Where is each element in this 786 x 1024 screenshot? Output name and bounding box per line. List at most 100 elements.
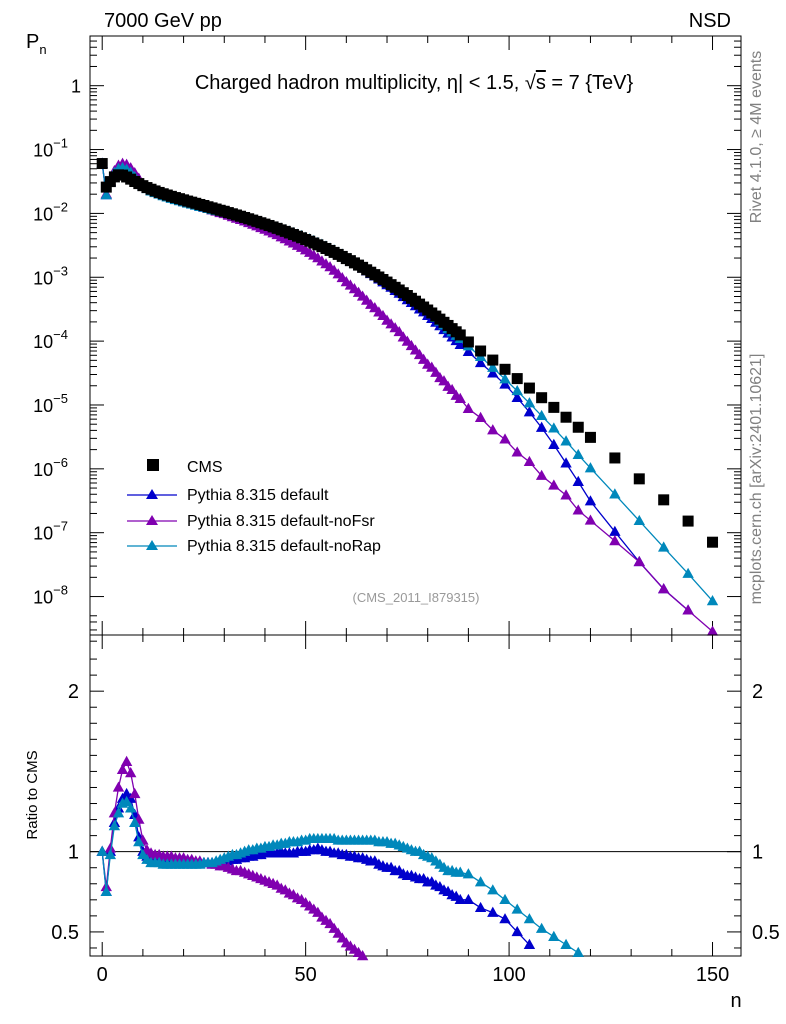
ratio-marker — [124, 802, 137, 813]
series-marker — [572, 475, 584, 486]
cms-data-point — [536, 392, 548, 404]
series-marker — [438, 375, 450, 386]
series-marker — [499, 378, 511, 389]
ratio-marker — [100, 885, 112, 896]
series-marker — [657, 583, 670, 594]
series-marker — [633, 555, 645, 567]
ratio-marker — [454, 866, 466, 877]
series-marker — [474, 411, 487, 422]
series-marker — [548, 438, 560, 449]
series-marker — [487, 367, 499, 378]
series-marker — [523, 455, 536, 467]
series-marker — [560, 435, 572, 446]
series-marker — [657, 541, 670, 552]
ratio-y-tick-label: 2 — [68, 681, 79, 703]
ratio-marker — [511, 925, 523, 937]
series-marker — [584, 514, 597, 525]
series-marker — [609, 525, 621, 536]
ratio-marker — [96, 845, 108, 856]
ratio-marker — [499, 893, 511, 905]
y-tick-label: 10−6 — [33, 455, 68, 480]
series-marker — [572, 504, 584, 515]
ratio-marker — [104, 848, 117, 860]
ratio-marker — [462, 868, 475, 879]
header-left: 7000 GeV pp — [104, 10, 222, 32]
series-marker — [511, 384, 523, 396]
series-marker — [499, 373, 511, 384]
ratio-marker — [548, 930, 560, 941]
ratio-series-line — [101, 792, 530, 946]
series-marker — [560, 457, 572, 468]
x-tick-label: 100 — [492, 964, 525, 986]
cms-data-point — [454, 329, 466, 341]
cms-data-point — [523, 382, 535, 394]
x-tick-label: 0 — [97, 964, 108, 986]
series-marker — [706, 594, 719, 606]
y-tick-label: 10−7 — [33, 519, 68, 544]
y-tick-label: 10−5 — [33, 391, 68, 416]
side-text: Rivet 4.1.0, ≥ 4M events mcplots.cern.ch… — [748, 51, 765, 605]
ratio-marker — [116, 763, 129, 775]
series-marker — [446, 383, 458, 395]
ratio-marker — [356, 950, 369, 961]
cms-data-point — [572, 421, 584, 433]
series-marker — [572, 448, 584, 460]
ratio-marker — [474, 901, 487, 913]
ratio-series-line — [101, 801, 579, 954]
main-y-ticks: 1 10−1 10−2 10−3 10−4 10−5 10−6 10−7 10−8 — [33, 40, 741, 642]
ratio-y-tick-label-right: 0.5 — [752, 922, 780, 944]
cms-data-point — [100, 181, 112, 193]
y-axis-label: Pn — [26, 31, 47, 57]
cms-data-point — [609, 452, 621, 464]
ratio-frame — [89, 634, 742, 957]
analysis-watermark: (CMS_2011_I879315) — [353, 590, 480, 605]
series-marker — [523, 406, 536, 417]
series-marker — [609, 535, 621, 546]
ratio-marker — [487, 884, 499, 895]
ratio-marker — [535, 922, 548, 933]
series-marker — [584, 462, 597, 473]
header-right: NSD — [689, 10, 731, 32]
legend-label-default: Pythia 8.315 default — [187, 487, 329, 504]
legend-label-cms: CMS — [187, 459, 223, 476]
cms-data-point — [487, 354, 499, 366]
series-marker — [511, 391, 523, 403]
series-marker — [462, 345, 475, 357]
ratio-y-tick-label: 0.5 — [51, 922, 79, 944]
cms-data-point — [658, 494, 670, 506]
ratio-series — [96, 755, 584, 961]
series-marker — [487, 361, 499, 372]
ratio-marker — [120, 755, 133, 766]
ratio-marker — [112, 807, 125, 818]
legend-marker-cms — [147, 459, 159, 471]
ratio-marker — [104, 842, 117, 853]
ratio-y-tick-label: 1 — [68, 842, 79, 864]
cms-data-point — [475, 345, 487, 357]
legend-label-nofsr: Pythia 8.315 default-noFsr — [187, 513, 375, 530]
ratio-y-tick-label-right: 1 — [752, 842, 763, 864]
series-marker — [682, 604, 694, 615]
main-title: Charged hadron multiplicity, η| < 1.5, √… — [195, 72, 634, 94]
series-marker — [535, 421, 548, 432]
ratio-marker — [572, 946, 584, 957]
legend: CMS Pythia 8.315 default Pythia 8.315 de… — [127, 459, 381, 555]
series-marker — [560, 489, 572, 500]
ratio-marker — [511, 903, 523, 914]
series-marker — [487, 424, 499, 435]
series-marker — [584, 495, 597, 506]
ratio-marker — [560, 938, 572, 949]
series-marker — [454, 392, 466, 403]
rivet-version-text: Rivet 4.1.0, ≥ 4M events — [748, 51, 765, 223]
series-marker — [535, 469, 548, 480]
cms-data-point — [682, 515, 694, 527]
ratio-y-ticks: 0.5 0.5 1 1 2 2 — [51, 658, 780, 949]
series-marker — [682, 567, 694, 578]
y-tick-label: 10−3 — [33, 263, 68, 288]
series-marker — [706, 625, 719, 636]
main-x-ticks — [101, 36, 714, 635]
series-marker — [511, 446, 523, 457]
cms-data-point — [584, 431, 596, 443]
ratio-marker — [499, 913, 511, 924]
ratio-marker — [523, 913, 536, 924]
main-panel: Charged hadron multiplicity, η| < 1.5, √… — [26, 31, 742, 642]
